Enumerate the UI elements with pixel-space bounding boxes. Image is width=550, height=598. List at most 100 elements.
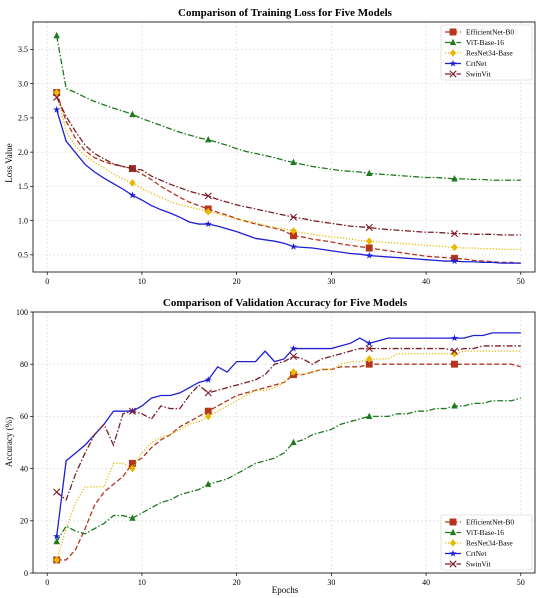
legend-marker xyxy=(449,518,457,526)
legend-marker xyxy=(449,38,457,46)
legend-box xyxy=(440,514,533,571)
x-tick-label: 40 xyxy=(422,578,430,587)
series-group xyxy=(53,31,521,265)
y-tick-label: 0 xyxy=(24,569,28,578)
legend-label: EfficientNet-B0 xyxy=(466,28,514,37)
data-point-crtnet xyxy=(365,339,373,347)
data-point-resnet34-base xyxy=(366,237,373,245)
data-point-crtnet xyxy=(204,376,212,383)
y-tick-label: 3.0 xyxy=(18,79,28,88)
data-point-resnet34-base xyxy=(451,243,458,252)
data-point-vit-base-16 xyxy=(290,438,297,446)
ticks: 0 10 20 30 40 50 0 20 40 60 80 100 xyxy=(16,308,525,587)
data-point-resnet34-base xyxy=(53,556,60,564)
series-line-swinvit xyxy=(56,345,521,502)
data-point-crtnet xyxy=(450,334,459,342)
y-tick-label: 1.0 xyxy=(18,216,28,225)
legend-label: ViT-Base-16 xyxy=(466,38,504,47)
data-point-efficientnet-b0 xyxy=(451,360,458,368)
training-loss-chart: Comparison of Training Loss for Five Mod… xyxy=(4,7,536,286)
data-point-resnet34-base xyxy=(205,412,212,421)
data-point-vit-base-16 xyxy=(53,537,60,545)
chart-title: Comparison of Training Loss for Five Mod… xyxy=(178,7,393,19)
data-point-swinvit xyxy=(128,164,137,173)
y-tick-label: 100 xyxy=(16,308,28,317)
legend-marker xyxy=(449,28,457,36)
series-line-swinvit xyxy=(56,97,521,236)
data-point-crtnet xyxy=(204,220,212,228)
series-line-efficientnet-b0 xyxy=(56,92,521,264)
x-tick-label: 10 xyxy=(138,578,146,587)
data-point-resnet34-base xyxy=(205,207,212,216)
data-point-crtnet xyxy=(289,242,298,250)
x-tick-label: 0 xyxy=(45,277,49,286)
data-point-vit-base-16 xyxy=(205,136,212,143)
data-point-resnet34-base xyxy=(129,179,136,187)
data-point-vit-base-16 xyxy=(451,175,458,182)
y-tick-label: 1.5 xyxy=(18,182,28,191)
data-point-crtnet xyxy=(53,105,61,113)
legend-label: CrtNet xyxy=(466,59,487,68)
data-point-resnet34-base xyxy=(129,464,136,473)
data-point-swinvit xyxy=(365,223,373,232)
x-tick-label: 40 xyxy=(422,277,430,286)
ticks: 0 10 20 30 40 50 0.5 1.0 1.5 2.0 2.5 3.0 3.5 xyxy=(18,45,525,286)
y-tick-label: 40 xyxy=(20,464,28,473)
x-tick-label: 20 xyxy=(233,578,241,587)
series-line-resnet34-base xyxy=(56,92,521,251)
data-point-swinvit xyxy=(128,407,137,415)
data-point-resnet34-base xyxy=(53,88,60,97)
plot-frame xyxy=(32,21,536,273)
chart-title: Comparison of Validation Accuracy for Fi… xyxy=(163,297,408,309)
y-axis-label: Accuracy (%) xyxy=(4,417,14,467)
legend-marker xyxy=(449,549,457,557)
data-point-swinvit xyxy=(289,213,298,221)
legend-marker xyxy=(449,59,457,67)
data-point-crtnet xyxy=(128,191,137,199)
y-tick-label: 2.5 xyxy=(18,114,28,123)
data-point-vit-base-16 xyxy=(290,158,297,166)
y-tick-label: 80 xyxy=(20,360,28,369)
data-point-swinvit xyxy=(365,344,373,353)
series-group xyxy=(53,332,521,564)
data-point-vit-base-16 xyxy=(366,169,373,176)
legend-marker xyxy=(449,70,457,78)
y-tick-label: 60 xyxy=(20,412,28,421)
y-tick-label: 0.5 xyxy=(18,251,28,260)
data-point-swinvit xyxy=(204,389,212,397)
legend-box xyxy=(440,24,533,81)
legend-marker xyxy=(449,539,457,547)
validation-accuracy-chart: Comparison of Validation Accuracy for Fi… xyxy=(4,297,536,595)
data-point-swinvit xyxy=(289,352,298,360)
data-point-crtnet xyxy=(289,344,298,352)
x-axis-label: Epochs xyxy=(272,585,299,595)
legend-label: SwinVit xyxy=(466,70,491,79)
data-point-crtnet xyxy=(365,251,373,259)
data-point-resnet34-base xyxy=(290,368,297,376)
series-line-crtnet xyxy=(56,109,521,264)
x-tick-label: 30 xyxy=(327,578,335,587)
x-tick-label: 50 xyxy=(517,578,525,587)
legend-label: EfficientNet-B0 xyxy=(466,518,514,527)
legend-marker xyxy=(449,560,457,568)
data-point-swinvit xyxy=(450,347,459,355)
data-point-vit-base-16 xyxy=(205,480,212,487)
data-point-resnet34-base xyxy=(451,349,458,358)
data-point-vit-base-16 xyxy=(129,110,136,118)
y-tick-label: 3.5 xyxy=(18,45,28,54)
data-point-vit-base-16 xyxy=(53,31,60,39)
series-line-vit-base-16 xyxy=(56,397,521,543)
data-point-vit-base-16 xyxy=(451,402,458,409)
x-tick-label: 50 xyxy=(517,277,525,286)
legend-marker xyxy=(449,49,457,57)
data-point-vit-base-16 xyxy=(366,412,373,419)
y-tick-label: 2.0 xyxy=(18,148,28,157)
y-tick-label: 20 xyxy=(20,517,28,526)
legend-label: ResNet34-Base xyxy=(466,49,513,58)
legend-label: CrtNet xyxy=(466,549,487,558)
x-tick-label: 10 xyxy=(138,277,146,286)
data-point-vit-base-16 xyxy=(129,514,136,521)
